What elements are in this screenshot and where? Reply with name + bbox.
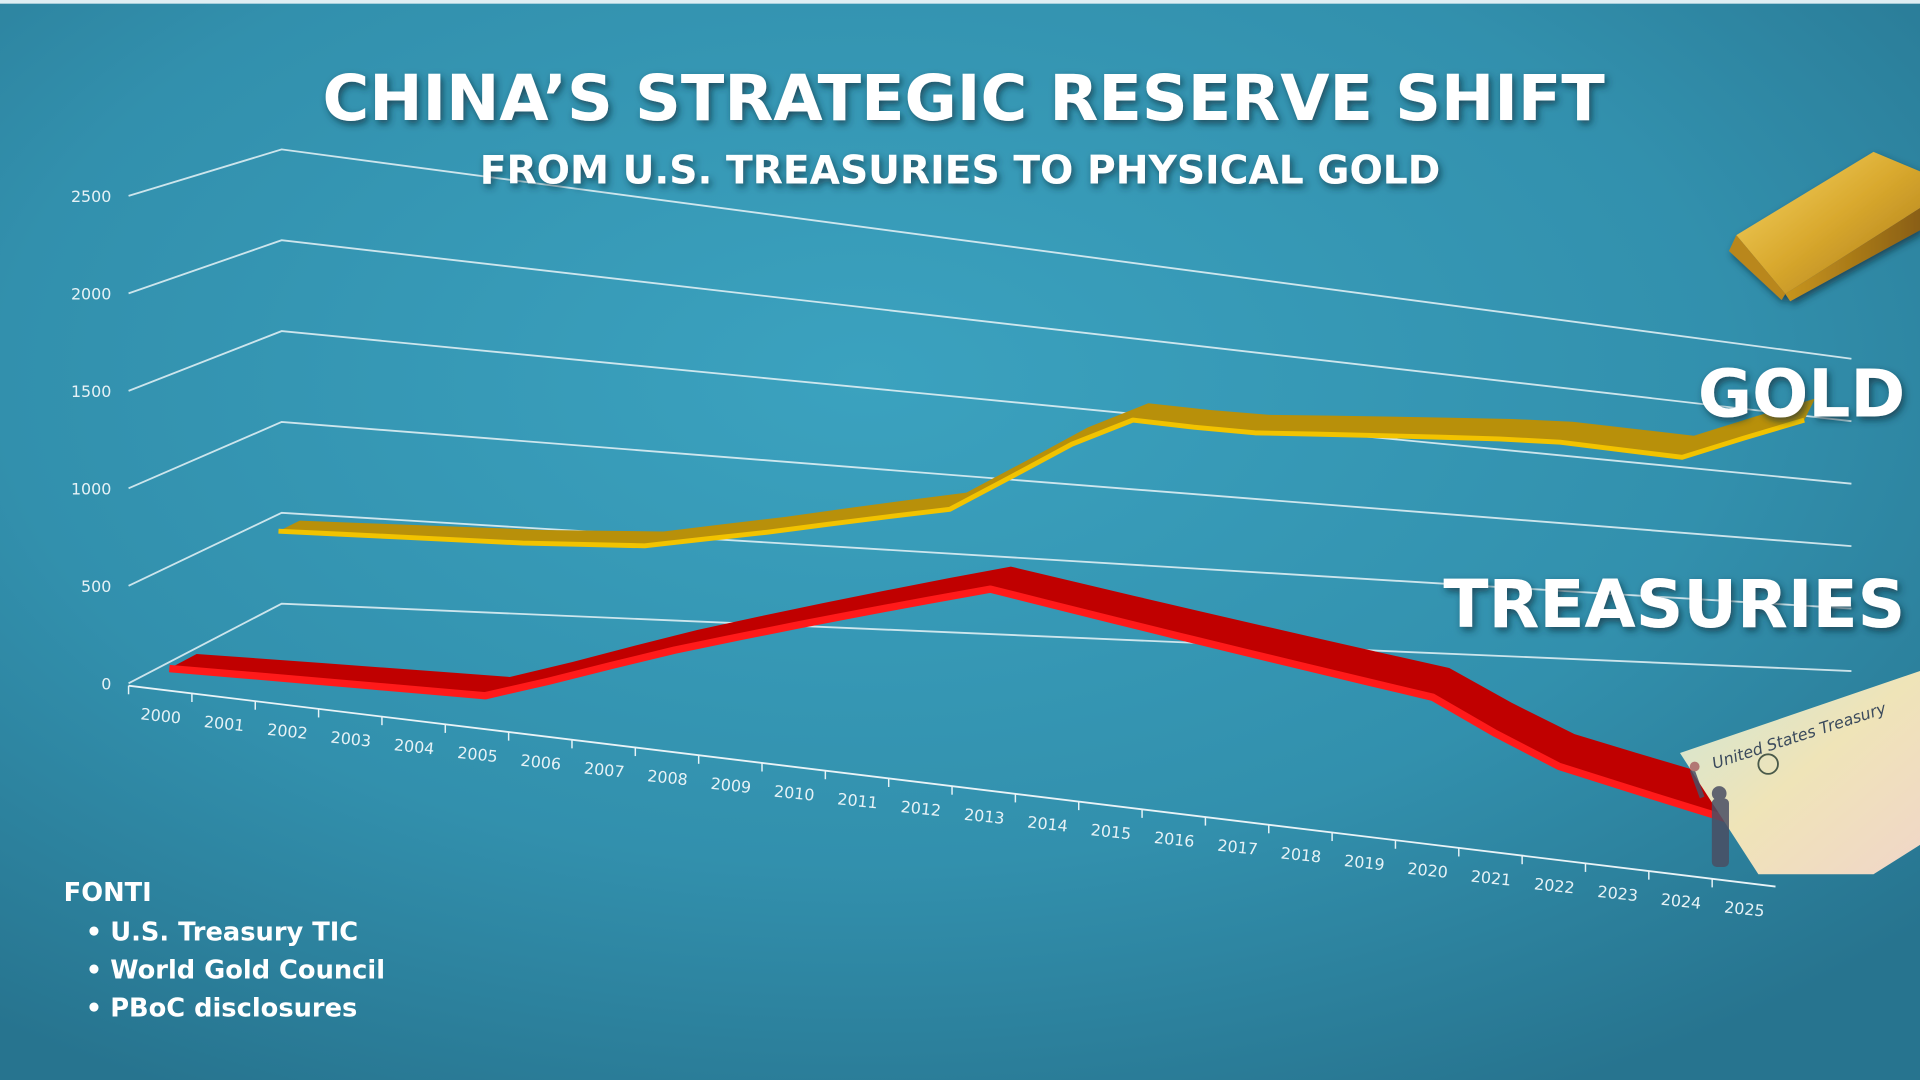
series-gold xyxy=(278,398,1816,549)
ribbon-top-face xyxy=(169,566,1763,826)
y-tick-label: 2000 xyxy=(71,285,111,304)
top-border xyxy=(0,0,1920,4)
x-tick-label: 2003 xyxy=(330,728,372,751)
x-tick-label: 2009 xyxy=(710,774,752,797)
series-label-gold: GOLD xyxy=(1698,355,1905,432)
x-tick-label: 2012 xyxy=(900,797,942,820)
source-item: • U.S. Treasury TIC xyxy=(86,917,358,947)
gridlines: 0 500 1000 1500 2000 2500 xyxy=(71,148,1852,693)
x-tick-label: 2005 xyxy=(456,743,498,766)
gridline xyxy=(128,148,1852,360)
x-tick-label: 2015 xyxy=(1090,820,1132,843)
x-tick-label: 2010 xyxy=(773,782,815,805)
x-tick-label: 2019 xyxy=(1343,851,1385,874)
sources-heading: FONTI xyxy=(64,878,152,908)
gridline xyxy=(128,511,1852,610)
x-tick-label: 2006 xyxy=(520,751,562,774)
seal-icon xyxy=(1757,753,1779,775)
x-tick-label: 2020 xyxy=(1407,859,1449,882)
source-item-label: PBoC disclosures xyxy=(110,993,357,1023)
gridline xyxy=(128,239,1852,423)
series-label-treasuries: TREASURIES xyxy=(1443,566,1905,643)
source-item-label: World Gold Council xyxy=(110,955,385,985)
x-tick-label: 2017 xyxy=(1217,836,1259,859)
chart-subtitle: FROM U.S. TREASURIES TO PHYSICAL GOLD xyxy=(480,149,1440,194)
x-tick-label: 2007 xyxy=(583,758,625,781)
x-tick-label: 2002 xyxy=(266,720,308,743)
source-item: • PBoC disclosures xyxy=(86,993,358,1023)
gold-bar-image xyxy=(1728,151,1920,302)
x-tick-label: 2001 xyxy=(203,712,245,735)
series-line xyxy=(278,417,1805,549)
x-tick-label: 2008 xyxy=(646,766,688,789)
y-tick-label: 1500 xyxy=(71,382,111,401)
series-layer xyxy=(169,398,1816,830)
svg-text:•: • xyxy=(86,993,102,1023)
x-tick-label: 2004 xyxy=(393,735,435,758)
series-line xyxy=(169,585,1750,830)
y-tick-label: 500 xyxy=(81,577,111,596)
x-tick-label: 2014 xyxy=(1027,813,1069,836)
x-tick-label: 2016 xyxy=(1153,828,1195,851)
x-tick-label: 2025 xyxy=(1723,897,1765,920)
x-tick-label: 2024 xyxy=(1660,890,1702,913)
series-treasuries xyxy=(169,566,1763,830)
statue-of-liberty-icon xyxy=(1689,761,1729,867)
y-tick-label: 2500 xyxy=(71,187,111,206)
source-item: • World Gold Council xyxy=(86,955,385,985)
gridline xyxy=(128,421,1852,548)
x-tick-label: 2018 xyxy=(1280,843,1322,866)
x-tick-label: 2023 xyxy=(1597,882,1639,905)
x-tick-label: 2000 xyxy=(140,704,182,727)
x-tick-label: 2013 xyxy=(963,805,1005,828)
chart-title: CHINA’S STRATEGIC RESERVE SHIFT xyxy=(322,62,1605,136)
sources-block: FONTI • U.S. Treasury TIC • World Gold C… xyxy=(64,878,385,1023)
x-tick-label: 2011 xyxy=(836,789,878,812)
svg-text:•: • xyxy=(86,917,102,947)
y-tick-label: 0 xyxy=(101,674,111,693)
y-tick-label: 1000 xyxy=(71,479,111,498)
x-axis: 2000 2001 2002 2003 2004 2005 2006 2007 2008 2009… xyxy=(127,684,1776,921)
source-item-label: U.S. Treasury TIC xyxy=(110,917,358,947)
svg-text:•: • xyxy=(86,955,102,985)
x-tick-label: 2021 xyxy=(1470,867,1512,890)
x-tick-label: 2022 xyxy=(1533,874,1575,897)
